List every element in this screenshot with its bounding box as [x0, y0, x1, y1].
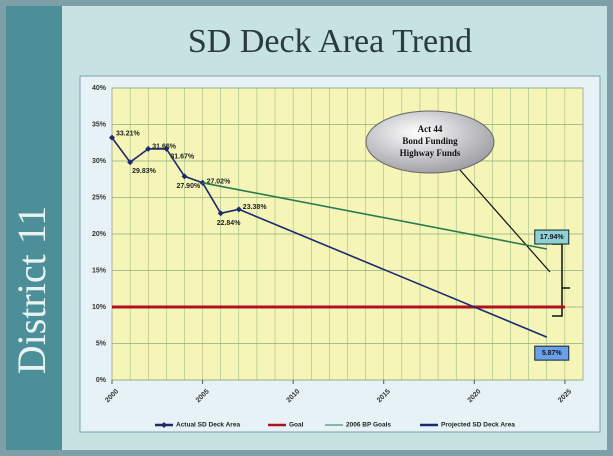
data-label: 27.90% — [176, 183, 201, 190]
marker — [163, 145, 170, 152]
marker — [181, 173, 188, 180]
y-tick-label: 20% — [92, 231, 107, 238]
callout-text: Bond Funding — [402, 136, 458, 146]
data-label: 29.83% — [132, 168, 157, 175]
y-tick-label: 25% — [92, 194, 107, 201]
legend-marker — [161, 422, 167, 428]
sidebar-label: District 11 — [9, 206, 54, 375]
data-label: 27.02% — [207, 179, 232, 186]
series-line — [202, 182, 547, 250]
marker — [127, 159, 134, 166]
y-tick-label: 10% — [92, 304, 107, 311]
marker — [199, 179, 206, 186]
data-label: 17.94% — [540, 234, 565, 241]
sidebar — [6, 6, 62, 450]
y-tick-label: 5% — [96, 340, 107, 347]
legend-label: Projected SD Deck Area — [441, 422, 515, 429]
y-tick-label: 0% — [96, 377, 107, 384]
chart-title: SD Deck Area Trend — [188, 23, 472, 60]
marker — [145, 145, 152, 152]
marker — [109, 134, 115, 141]
callout-text: Highway Funds — [400, 148, 461, 158]
data-label: 22.84% — [217, 220, 242, 227]
callout-text: Act 44 — [418, 124, 443, 134]
legend-label: 2006 BP Goals — [346, 422, 391, 429]
chart-layer: 0%5%10%15%20%25%30%35%40%2000 2005 2010 201… — [92, 85, 583, 429]
data-label: 33.21% — [116, 130, 141, 137]
legend-label: Goal — [289, 422, 304, 429]
marker — [217, 210, 224, 217]
series-line — [111, 137, 239, 215]
data-label-box — [534, 229, 570, 245]
data-label: 5.87% — [542, 350, 563, 357]
y-tick-label: 35% — [92, 121, 107, 128]
legend-label: Actual SD Deck Area — [176, 422, 240, 429]
data-label: 31.66% — [152, 144, 177, 151]
y-tick-label: 30% — [92, 158, 107, 165]
data-label: 31.67% — [170, 154, 195, 161]
data-label: 23.38% — [243, 204, 268, 211]
y-tick-label: 15% — [92, 267, 107, 274]
y-tick-label: 40% — [92, 85, 107, 92]
callout-arrow — [459, 169, 551, 273]
callout-bubble — [365, 110, 495, 174]
data-label-box — [534, 345, 570, 361]
series-line — [238, 208, 548, 338]
